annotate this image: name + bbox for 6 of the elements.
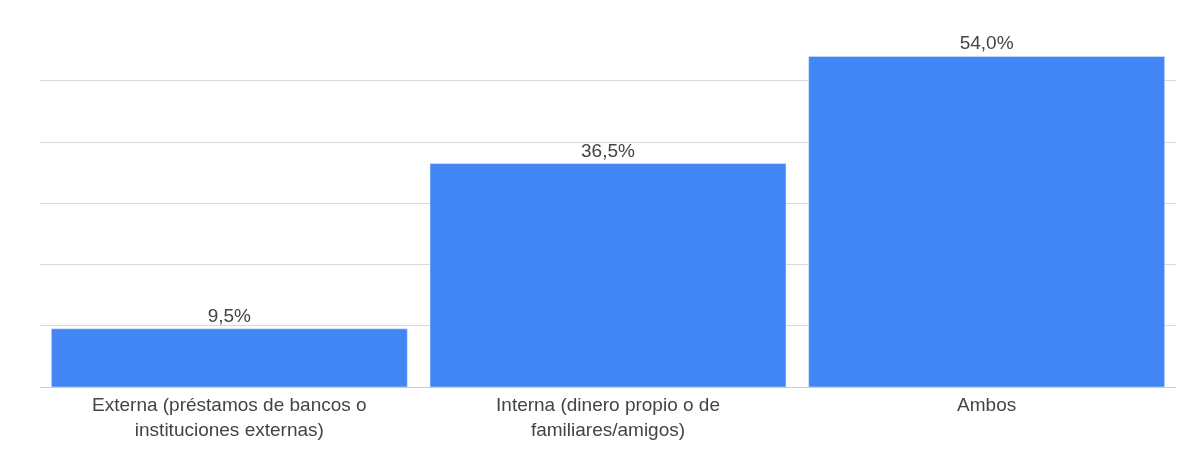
data-label: 9,5% [207, 304, 252, 326]
data-label: 54,0% [959, 32, 1014, 54]
x-tick-label: Ambos [957, 393, 1017, 415]
x-tick-label: Externa (préstamos de bancos o instituciones externas) [92, 393, 367, 440]
x-tick-label: Interna (dinero propio o de familiares/amigos) [496, 393, 720, 440]
data-label: 36,5% [581, 139, 635, 161]
